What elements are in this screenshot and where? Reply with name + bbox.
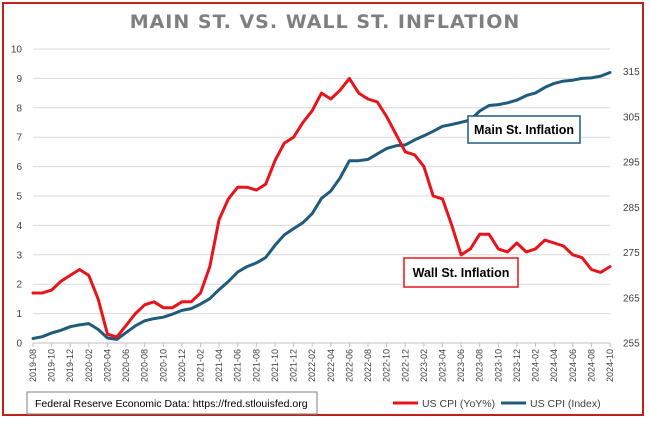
x-tick-label: 2023-04 [437,349,447,382]
x-tick-label: 2021-12 [289,349,299,382]
x-tick-label: 2021-08 [251,349,261,382]
x-tick-label: 2021-10 [270,349,280,382]
x-tick-label: 2024-10 [605,349,615,382]
main-st-annotation-box [467,115,581,144]
wall-st-annotation-box [403,257,519,288]
x-tick-label: 2020-10 [158,349,168,382]
grid-lines [33,48,610,344]
x-tick-label: 2024-08 [586,349,596,382]
x-tick-label: 2023-08 [475,349,485,382]
x-tick-label: 2020-04 [102,349,112,382]
series-line-index [31,71,612,341]
wall-st-annotation-label: Wall St. Inflation [413,266,510,280]
right-axis: 255 265 275 285 295 305 315 [623,67,640,349]
left-tick-label: 6 [16,162,22,173]
x-tick-label: 2020-08 [140,349,150,382]
left-axis: 0 1 2 3 4 5 6 7 8 9 10 [11,45,23,350]
main-st-annotation-label: Main St. Inflation [474,123,574,137]
x-tick-label: 2021-02 [196,349,206,382]
x-tick-label: 2022-12 [400,349,410,382]
x-tick-label: 2023-12 [512,349,522,382]
left-tick-label: 9 [16,74,22,85]
series-line-yoy [31,76,612,339]
right-tick-label: 265 [623,293,640,304]
x-tick-label: 2020-06 [121,349,131,382]
chart-title: MAIN ST. VS. WALL ST. INFLATION [130,11,521,33]
left-tick-label: 5 [16,192,22,203]
left-tick-label: 8 [16,103,22,114]
wall-st-annotation: Wall St. Inflation [403,257,519,288]
x-tick-label: 2021-04 [214,349,224,382]
source-box: Federal Reserve Economic Data: https://f… [26,391,318,415]
x-tick-label: 2022-10 [382,349,392,382]
x-tick-label: 2024-02 [531,349,541,382]
right-tick-label: 295 [623,158,640,169]
series-lines [31,71,612,341]
left-tick-label: 0 [16,339,22,350]
x-tick-label: 2020-12 [177,349,187,382]
chart-frame [2,2,644,416]
left-tick-label: 3 [16,250,22,261]
x-tick-label: 2022-02 [307,349,317,382]
x-tick-label: 2022-06 [344,349,354,382]
right-tick-label: 285 [623,203,640,214]
left-tick-label: 7 [16,133,22,144]
main-st-annotation: Main St. Inflation [467,115,581,144]
right-tick-label: 275 [623,248,640,259]
left-tick-label: 10 [11,45,23,56]
x-tick-label: 2023-06 [456,349,466,382]
x-tick-label: 2019-08 [28,349,38,382]
left-tick-label: 2 [16,280,22,291]
source-text: Federal Reserve Economic Data: https://f… [35,398,308,410]
left-tick-label: 1 [16,309,22,320]
x-tick-label: 2024-04 [549,349,559,382]
x-tick-label: 2021-06 [233,349,243,382]
x-tick-label: 2019-10 [47,349,57,382]
x-axis: 2019-08 2019-10 2019-12 2020-02 2020-04 2020-… [28,343,615,382]
legend-label-yoy: US CPI (YoY%) [422,398,495,410]
source-box-frame [26,391,318,415]
x-tick-label: 2022-04 [326,349,336,382]
x-tick-label: 2020-02 [84,349,94,382]
legend-label-index: US CPI (Index) [530,398,601,410]
x-tick-label: 2023-10 [493,349,503,382]
x-tick-label: 2019-12 [65,349,75,382]
legend: US CPI (YoY%) US CPI (Index) [393,398,601,410]
right-tick-label: 255 [623,339,640,350]
x-tick-label: 2022-08 [363,349,373,382]
x-tick-label: 2024-06 [568,349,578,382]
right-tick-label: 315 [623,67,640,78]
right-tick-label: 305 [623,112,640,123]
left-tick-label: 4 [16,221,22,232]
x-tick-label: 2023-02 [419,349,429,382]
